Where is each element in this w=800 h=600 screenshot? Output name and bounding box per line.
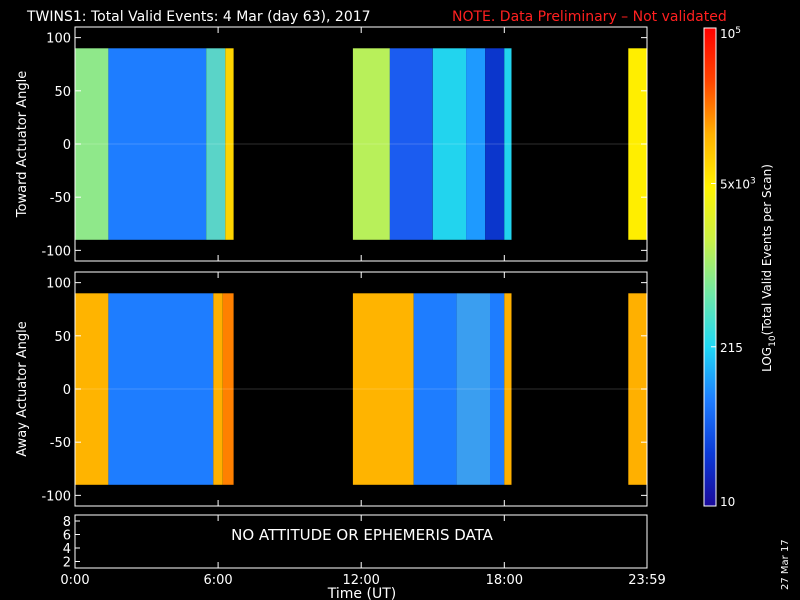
colorbar-tick-label-3: 10 xyxy=(720,495,735,509)
colorbar-label: LOG10(Total Valid Events per Scan) xyxy=(760,164,778,372)
ytick-label-toward-3: -50 xyxy=(50,191,71,206)
ytick-label-toward-0: 100 xyxy=(46,32,71,47)
colorbar-tick-label-1: 5x103 xyxy=(720,176,756,191)
ytick-label-toward-4: -100 xyxy=(41,244,71,259)
heatmap-away-segment-4 xyxy=(222,293,234,485)
colorbar-tick-label-2: 215 xyxy=(720,341,743,355)
ytick-label-toward-1: 50 xyxy=(54,85,71,100)
ytick-label-ephemeris-2: 4 xyxy=(63,542,71,557)
heatmap-away-segments xyxy=(75,293,647,485)
no-data-message: NO ATTITUDE OR EPHEMERIS DATA xyxy=(231,526,494,544)
ytick-label-ephemeris-0: 8 xyxy=(63,515,71,530)
xtick-label-4: 23:59 xyxy=(628,573,665,588)
heatmap-away-segment-7 xyxy=(456,293,490,485)
ytick-label-away-3: -50 xyxy=(50,436,71,451)
ytick-label-away-2: 0 xyxy=(63,383,71,398)
xtick-label-2: 12:00 xyxy=(342,573,379,588)
colorbar-tick-label-0: 105 xyxy=(720,26,741,41)
colorbar: 105 5x103 215 10 LOG10(Total Valid Events p… xyxy=(703,26,778,509)
time-axis-label: Time (UT) xyxy=(327,586,396,600)
heatmap-away-segment-9 xyxy=(504,293,512,485)
panel-toward-ylabel: Toward Actuator Angle xyxy=(15,71,30,218)
ytick-label-away-0: 100 xyxy=(46,277,71,292)
colorbar-gradient xyxy=(704,28,716,506)
heatmap-away-segment-6 xyxy=(413,293,457,485)
panel-toward-y-axis: 100 50 0 -50 -100 xyxy=(41,32,647,259)
heatmap-away-segment-2 xyxy=(108,293,214,485)
heatmap-toward-segment-7 xyxy=(432,48,467,240)
heatmap-toward-segment-8 xyxy=(466,48,486,240)
xtick-label-1: 6:00 xyxy=(203,573,232,588)
heatmap-away-segment-3 xyxy=(213,293,223,485)
heatmap-toward-segment-5 xyxy=(352,48,390,240)
heatmap-toward-segment-4 xyxy=(225,48,234,240)
colorbar-frame xyxy=(703,27,717,507)
ytick-label-away-1: 50 xyxy=(54,330,71,345)
ytick-label-toward-2: 0 xyxy=(63,138,71,153)
colorbar-ticks: 105 5x103 215 10 xyxy=(711,26,756,509)
date-stamp: 27 Mar 17 xyxy=(780,539,791,590)
heatmap-away-segment-8 xyxy=(490,293,505,485)
heatmap-toward-segment-6 xyxy=(389,48,433,240)
heatmap-toward-segment-2 xyxy=(108,48,207,240)
heatmap-toward-segment-3 xyxy=(206,48,226,240)
heatmap-toward-segment-10 xyxy=(504,48,512,240)
heatmap-toward-segment-9 xyxy=(485,48,505,240)
ytick-label-ephemeris-1: 6 xyxy=(63,529,71,544)
panel-away: 100 50 0 -50 -100 Away Actuator Angle xyxy=(15,271,648,507)
heatmap-toward-segments xyxy=(75,48,647,240)
time-axis: 0:00 6:00 12:00 18:00 23:59 xyxy=(60,27,666,588)
panel-away-ylabel: Away Actuator Angle xyxy=(15,321,30,456)
heatmap-toward-segment-11 xyxy=(628,48,647,240)
ytick-label-away-4: -100 xyxy=(41,489,71,504)
ytick-label-ephemeris-3: 2 xyxy=(63,556,71,571)
preliminary-note: NOTE. Data Preliminary – Not validated xyxy=(452,9,727,25)
xtick-label-3: 18:00 xyxy=(486,573,523,588)
xtick-label-0: 0:00 xyxy=(60,573,89,588)
panel-toward: 100 50 0 -50 -100 Toward Actuator Angle xyxy=(15,26,648,262)
panel-away-y-axis: 100 50 0 -50 -100 xyxy=(41,277,647,504)
heatmap-away-segment-10 xyxy=(628,293,647,485)
chart-title: TWINS1: Total Valid Events: 4 Mar (day 6… xyxy=(26,9,371,25)
heatmap-away-segment-5 xyxy=(352,293,414,485)
